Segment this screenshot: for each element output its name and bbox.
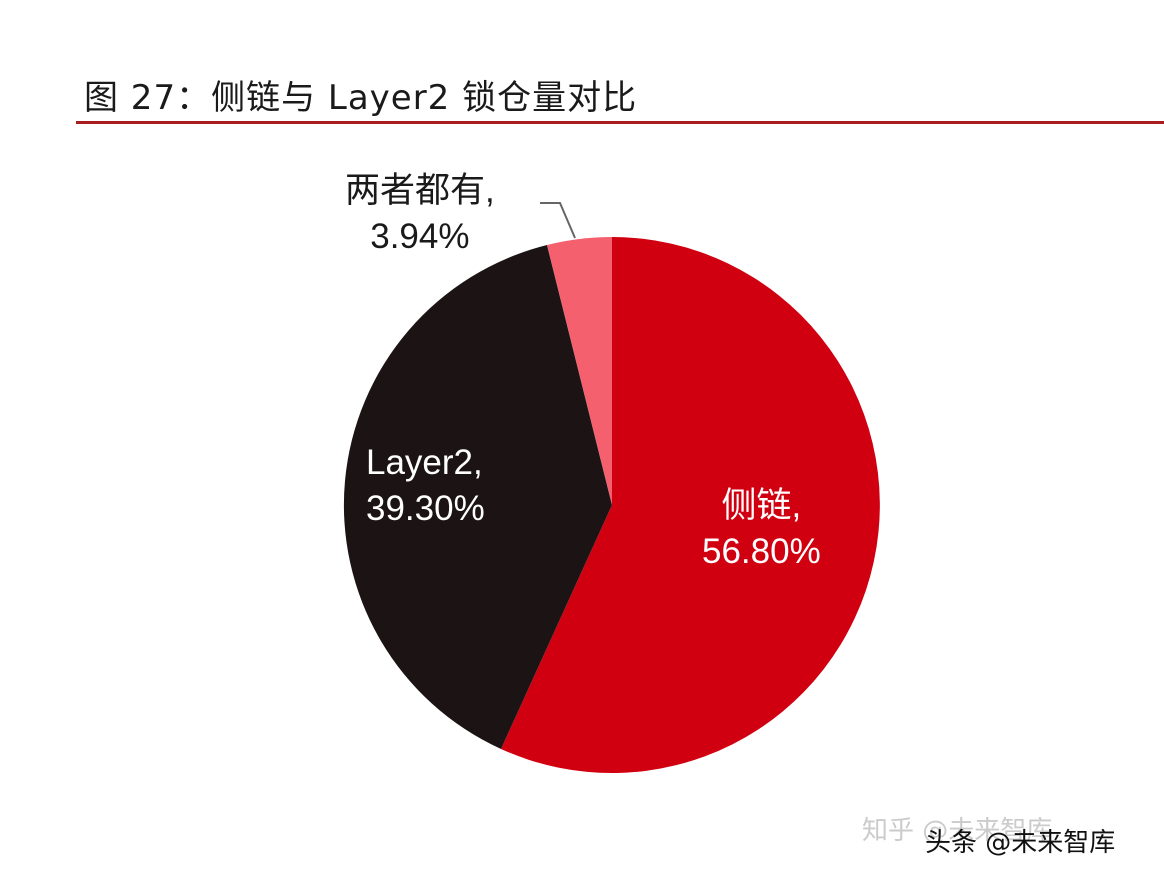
watermark-zhihu: 知乎 @未来智库 (862, 816, 1053, 846)
label-sidechain-pct: 56.80% (702, 532, 821, 571)
label-both-pct: 3.94% (370, 217, 470, 256)
watermark-toutiao: 头条 @未来智库 (925, 828, 1116, 858)
label-sidechain: 侧链, 56.80% (702, 483, 821, 575)
chart-title: 图 27：侧链与 Layer2 锁仓量对比 (84, 78, 638, 118)
label-layer2-pct: 39.30% (366, 489, 485, 528)
slice-layer2 (343, 245, 612, 749)
label-layer2-name: Layer2, (366, 443, 483, 482)
leader-line (540, 202, 576, 239)
label-layer2: Layer2, 39.30% (366, 440, 485, 532)
label-both-name: 两者都有, (345, 171, 495, 210)
slice-both (547, 237, 612, 505)
label-both: 两者都有, 3.94% (345, 168, 495, 260)
slice-sidechain (501, 237, 880, 773)
label-sidechain-name: 侧链, (721, 486, 802, 525)
title-underline (76, 121, 1164, 124)
